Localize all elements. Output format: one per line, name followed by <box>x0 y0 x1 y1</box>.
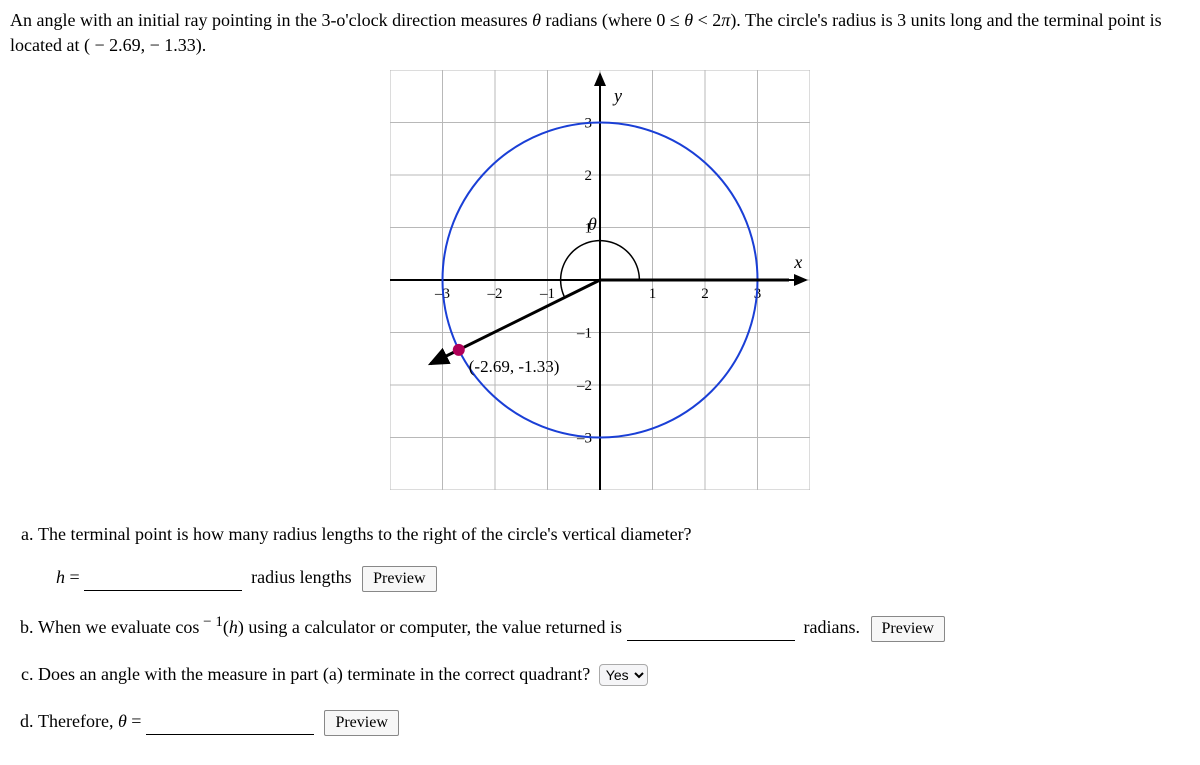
problem-text-mid2: < 2 <box>693 10 721 30</box>
svg-text:–2: –2 <box>487 286 503 302</box>
pi-symbol: π <box>721 10 730 30</box>
svg-text:–1: –1 <box>576 326 592 342</box>
theta-input[interactable] <box>146 710 314 735</box>
h-input[interactable] <box>84 566 242 591</box>
part-d-pre: Therefore, <box>38 711 118 731</box>
b-unit: radians. <box>804 617 860 637</box>
theta-symbol-2: θ <box>684 10 693 30</box>
quadrant-select[interactable]: Yes No <box>599 664 648 686</box>
part-b-arg: (h) <box>223 617 244 637</box>
part-d: Therefore, θ = Preview <box>38 707 1190 736</box>
problem-text-pre: An angle with an initial ray pointing in… <box>10 10 532 30</box>
preview-button-d[interactable]: Preview <box>324 710 398 736</box>
preview-button-b[interactable]: Preview <box>871 616 945 642</box>
svg-text:x: x <box>793 252 802 272</box>
theta-eq: = <box>127 711 146 731</box>
coordinate-graph: –3–2–1123–3–2–1123θ(-2.69, -1.33)xy <box>390 70 810 490</box>
part-b-pre: When we evaluate cos <box>38 617 199 637</box>
svg-text:2: 2 <box>701 286 709 302</box>
arccos-input[interactable] <box>627 616 795 641</box>
part-c-text: Does an angle with the measure in part (… <box>38 664 590 684</box>
svg-text:θ: θ <box>588 215 597 235</box>
svg-text:2: 2 <box>585 168 593 184</box>
part-a-input-line: h = radius lengths Preview <box>56 563 1190 592</box>
h-arg: h <box>229 617 238 637</box>
theta-symbol: θ <box>532 10 541 30</box>
part-a: The terminal point is how many radius le… <box>38 520 1190 592</box>
svg-text:–2: –2 <box>576 378 592 394</box>
theta-d: θ <box>118 711 127 731</box>
svg-text:y: y <box>612 86 622 106</box>
inverse-sup: − 1 <box>199 614 222 630</box>
h-var: h <box>56 567 65 587</box>
preview-button-a[interactable]: Preview <box>362 566 436 592</box>
graph-container: –3–2–1123–3–2–1123θ(-2.69, -1.33)xy <box>10 70 1190 495</box>
part-b: When we evaluate cos − 1(h) using a calc… <box>38 610 1190 642</box>
svg-text:–3: –3 <box>576 431 592 447</box>
svg-text:1: 1 <box>649 286 657 302</box>
part-b-mid: using a calculator or computer, the valu… <box>244 617 627 637</box>
part-a-text: The terminal point is how many radius le… <box>38 524 692 544</box>
problem-statement: An angle with an initial ray pointing in… <box>10 8 1190 58</box>
question-list: The terminal point is how many radius le… <box>10 520 1190 736</box>
svg-text:–1: –1 <box>539 286 555 302</box>
svg-text:(-2.69, -1.33): (-2.69, -1.33) <box>469 357 560 376</box>
problem-text-mid1: radians (where 0 ≤ <box>541 10 684 30</box>
part-c: Does an angle with the measure in part (… <box>38 660 1190 689</box>
h-unit: radius lengths <box>251 567 352 587</box>
h-eq: = <box>65 567 84 587</box>
